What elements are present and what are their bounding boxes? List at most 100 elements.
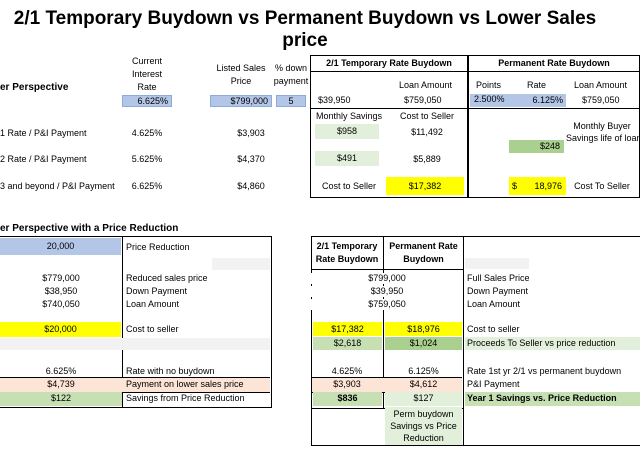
year1-row-label: 1 Rate / P&I Payment [0,128,87,138]
reduction-cost-to-seller: $20,000 [0,322,121,337]
perm-note-1: Perm buydown [393,409,454,419]
listed-price-header-1: Listed Sales [216,63,266,73]
year2-row-label: 2 Rate / P&I Payment [0,154,87,164]
temp-savings-year2: $491 [315,151,379,166]
perm-monthly-savings: $248 [509,140,564,153]
comp-proceeds-perm: $1,024 [385,337,462,350]
payment-lower-label: Payment on lower sales price [126,379,244,389]
perm-loan-amount-label: Loan Amount [574,80,628,90]
temp-cost-year2: $5,889 [413,154,441,164]
year1-payment: $3,903 [237,128,265,138]
price-reduction-label: Price Reduction [126,242,190,252]
comp-loan: $759,050 [311,299,463,310]
perm-note-3: Reduction [403,433,444,443]
perm-points-value[interactable]: 2.500% [470,94,566,107]
comparison-divider-1 [383,236,384,408]
perm-note-2: Savings vs Price [390,421,457,431]
price-reduction-box [0,236,272,408]
perm-header-divider [468,71,640,72]
comp-cost-temp: $17,382 [313,322,382,336]
comp-y1-label: Year 1 Savings vs. Price Reduction [465,392,640,406]
grey-band-3 [465,258,529,269]
temp-buydown-header: 2/1 Temporary Rate Buydown [326,58,452,68]
perm-points-label: Points [476,80,502,90]
reduced-loan-value: $740,050 [42,299,80,309]
price-reduction-divider [122,236,123,408]
reduced-loan-label: Loan Amount [126,299,180,309]
listed-price-value[interactable]: $799,000 [210,95,272,107]
payment-lower-band [0,377,270,393]
reduced-price-value: $779,000 [42,273,80,283]
comp-col1-header-2: Rate Buydown [315,254,379,264]
price-reduction-input[interactable]: 20,000 [0,238,121,255]
temp-row-divider [310,108,468,109]
buyer-perspective-label: er Perspective [0,82,69,93]
comp-full-price: $799,000 [311,273,463,284]
comp-pi-perm: $4,612 [409,379,438,389]
listed-price-header-2: Price [230,76,252,86]
comparison-header-divider [311,269,463,270]
page-title: 2/1 Temporary Buydown vs Permanent Buydo… [13,8,597,51]
savings-band [0,392,122,406]
comp-cost-perm: $18,976 [385,322,462,336]
year3-rate: 6.625% [131,181,163,191]
perm-points-text: 2.500% [474,94,505,104]
perm-monthly-buyer-label-1: Monthly Buyer [573,121,631,131]
current-rate-header-3: Rate [137,82,157,92]
year1-rate: 4.625% [131,128,163,138]
reduced-price-label: Reduced sales price [126,273,208,283]
comparison-box [311,236,640,446]
perm-buydown-header: Permanent Rate Buydown [498,58,610,68]
temp-down-value: $39,950 [318,95,351,105]
perm-cost-value: 18,976 [534,181,562,191]
temp-monthly-savings-label: Monthly Savings [315,111,383,121]
current-rate-value[interactable]: 6.625% [122,95,172,107]
down-pct-value[interactable]: 5 [276,95,306,107]
perm-cost-currency: $ [512,181,518,191]
temp-cost-to-seller-label2: Cost to Seller [321,181,377,191]
perm-loan-value: $759,050 [582,95,620,105]
down-pct-header-1: % down [274,63,308,73]
temp-cost-year1: $11,492 [411,127,443,137]
temp-buydown-box [310,55,468,198]
perm-total-cost: $ 18,976 [509,177,566,195]
payment-lower-value: $4,739 [47,379,75,389]
temp-loan-amount-label: Loan Amount [399,80,453,90]
comp-cost-label: Cost to seller [467,324,520,334]
rate-no-buydown-value: 6.625% [45,366,77,376]
comp-rate-label: Rate 1st yr 2/1 vs permanent buydown [467,366,622,376]
temp-total-cost: $17,382 [386,177,464,195]
comp-col2-header-1: Permanent Rate [389,241,458,251]
comp-down-label: Down Payment [467,286,529,296]
reduction-savings-label: Savings from Price Reduction [126,393,245,403]
comp-proceeds-temp: $2,618 [313,337,382,350]
price-reduction-section-label: er Perspective with a Price Reduction [0,223,179,234]
reduction-cost-to-seller-label: Cost to seller [126,324,179,334]
grey-band-1 [212,258,270,270]
comp-rate-perm: 6.125% [408,366,439,376]
temp-savings-year1: $958 [315,124,379,139]
perm-row-divider [468,108,640,109]
perm-rate-value: 6.125% [532,95,563,105]
comp-pi-temp: $3,903 [333,379,361,389]
perm-monthly-buyer-label-2: Savings life of loan [566,133,640,143]
reduced-down-value: $38,950 [44,286,78,296]
perm-rate-label: Rate [527,80,547,90]
comp-full-price-label: Full Sales Price [467,273,530,283]
comp-rate-temp: 4.625% [331,366,363,376]
year3-payment: $4,860 [237,181,265,191]
temp-cost-to-seller-label: Cost to Seller [399,111,455,121]
current-rate-header-1: Current [131,56,162,66]
reduction-savings-value: $122 [50,393,72,403]
current-rate-header-2: Interest [131,69,162,79]
year2-payment: $4,370 [237,154,265,164]
comp-col1-header-1: 2/1 Temporary [316,241,378,251]
reduced-down-label: Down Payment [126,286,188,296]
perm-note-band [385,407,462,445]
year3-row-label: 3 and beyond / P&I Payment [0,181,115,191]
comp-pi-label: P&I Payment [467,379,520,389]
temp-loan-value: $759,050 [404,95,442,105]
comp-y1-temp: $836 [313,392,382,406]
rate-no-buydown-label: Rate with no buydown [126,366,215,376]
grey-band-2 [0,338,270,350]
